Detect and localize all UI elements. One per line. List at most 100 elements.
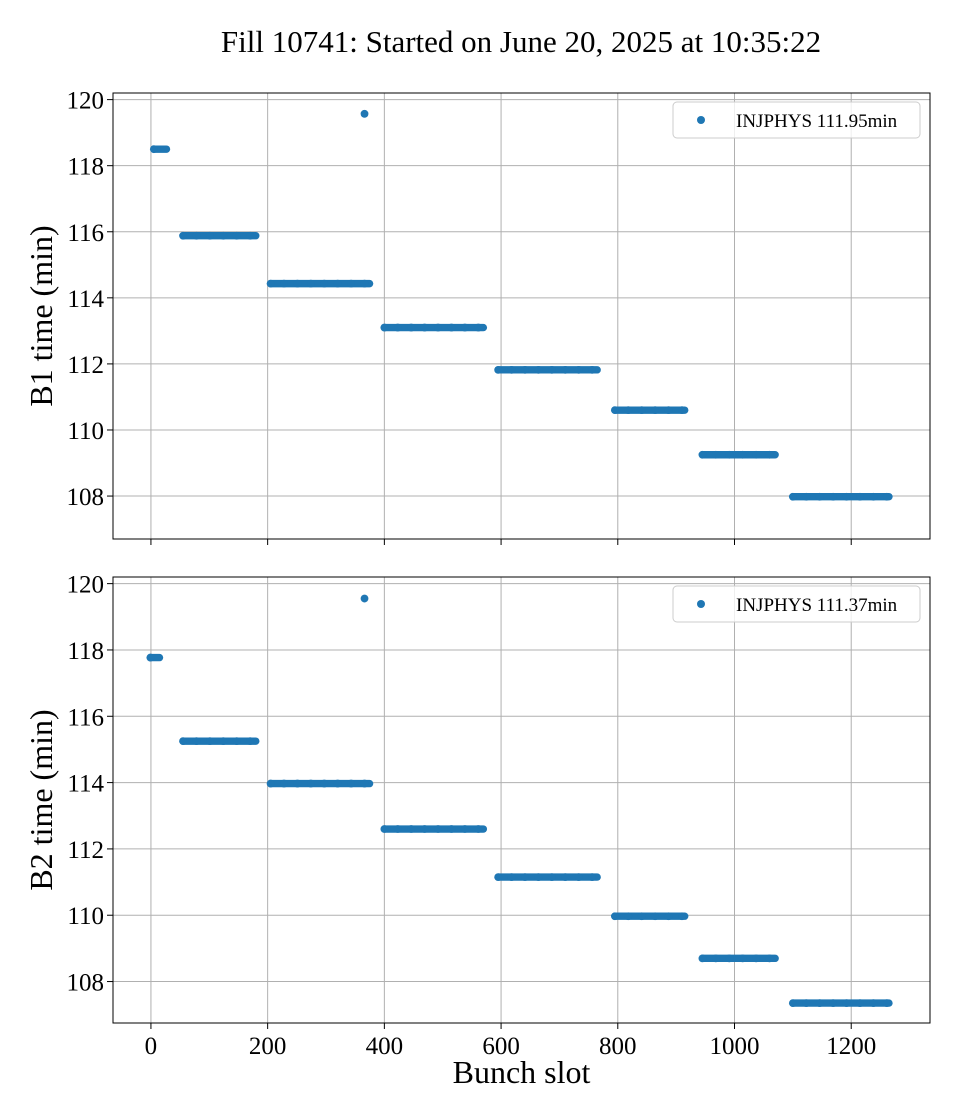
data-point — [393, 825, 402, 833]
x-tick-label: 400 — [366, 1033, 404, 1060]
data-point — [637, 406, 646, 415]
data-segment — [789, 999, 893, 1007]
data-point — [698, 450, 707, 459]
data-point — [205, 231, 214, 240]
y-tick-label: 118 — [67, 154, 104, 181]
data-point — [192, 737, 201, 746]
data-point — [802, 492, 811, 501]
y-tick-label: 114 — [67, 286, 104, 313]
legend-label: INJPHYS 111.95min — [736, 111, 898, 132]
data-point — [765, 954, 774, 963]
x-axis-label: Bunch slot — [453, 1054, 591, 1090]
data-segment — [380, 323, 488, 332]
data-point — [678, 406, 686, 415]
data-point — [624, 912, 633, 921]
data-segment — [267, 279, 374, 288]
data-point — [869, 492, 878, 501]
data-point — [149, 145, 158, 154]
data-point — [360, 594, 369, 603]
x-tick-label: 0 — [145, 1033, 158, 1060]
data-point — [192, 231, 201, 240]
data-point — [521, 365, 529, 374]
data-point — [711, 954, 720, 963]
data-point — [347, 279, 355, 288]
data-point — [534, 365, 543, 374]
data-point — [246, 231, 255, 240]
data-point — [882, 999, 891, 1008]
data-point — [664, 406, 673, 415]
data-point — [698, 954, 707, 963]
data-point — [869, 999, 878, 1008]
data-point — [347, 779, 355, 788]
data-point — [829, 999, 838, 1008]
data-point — [360, 109, 369, 118]
legend-marker — [697, 116, 705, 124]
series-0 — [146, 594, 893, 1008]
data-point — [407, 825, 416, 833]
data-segment — [494, 366, 601, 374]
y-tick-label: 118 — [67, 638, 104, 665]
data-point — [547, 873, 556, 881]
y-tick-label: 114 — [67, 771, 104, 798]
data-point — [882, 492, 891, 501]
data-point — [280, 779, 288, 788]
data-point — [407, 323, 416, 332]
data-point — [765, 450, 774, 459]
data-point — [146, 653, 155, 662]
x-tick-label: 600 — [482, 1033, 520, 1060]
y-tick-label: 112 — [67, 352, 104, 379]
y-tick-label: 108 — [67, 484, 105, 511]
panel-b2: 0 200 400 600 800 1000 1200 108 110 112 114 116 118 1… — [23, 572, 931, 1090]
data-point — [738, 450, 747, 459]
data-point — [306, 779, 315, 788]
data-point — [320, 779, 329, 788]
data-point — [574, 365, 583, 374]
data-point — [842, 492, 851, 501]
legend-label: INJPHYS 111.37min — [736, 595, 898, 616]
data-point — [474, 825, 483, 833]
data-point — [624, 406, 633, 415]
data-segment — [789, 493, 893, 501]
data-segment — [611, 406, 689, 414]
data-point — [788, 492, 797, 501]
data-point — [711, 450, 720, 459]
legend-marker — [697, 600, 705, 608]
data-point — [588, 873, 597, 881]
axes-frame — [112, 92, 931, 540]
y-tick-label: 110 — [67, 903, 104, 930]
data-point — [788, 999, 797, 1008]
y-tick-label: 112 — [67, 837, 104, 864]
legend-box — [672, 585, 921, 623]
data-point — [205, 737, 214, 746]
data-point — [333, 779, 342, 788]
data-point — [420, 825, 429, 833]
x-tick-label: 1200 — [826, 1033, 876, 1060]
data-point — [460, 825, 469, 833]
data-point — [393, 323, 402, 332]
data-point — [664, 912, 673, 921]
data-segment — [267, 779, 374, 788]
data-point — [179, 737, 187, 746]
y-axis-label: B1 time (min) — [23, 225, 59, 406]
data-point — [420, 323, 429, 332]
data-point — [306, 279, 315, 288]
data-point — [266, 779, 275, 788]
data-point — [815, 492, 824, 501]
axes-frame — [112, 576, 931, 1024]
y-tick-label: 108 — [67, 970, 105, 997]
data-point — [320, 279, 329, 288]
data-point — [678, 912, 686, 921]
data-point — [293, 279, 302, 288]
data-point — [507, 873, 516, 881]
data-point — [829, 492, 838, 501]
data-point — [434, 825, 442, 833]
data-point — [179, 231, 187, 240]
data-point — [507, 365, 516, 374]
data-point — [360, 779, 369, 788]
legend: INJPHYS 111.95min — [672, 101, 921, 139]
data-point — [494, 365, 503, 374]
y-tick-label: 116 — [67, 220, 104, 247]
data-point — [293, 779, 302, 788]
data-point — [588, 365, 597, 374]
